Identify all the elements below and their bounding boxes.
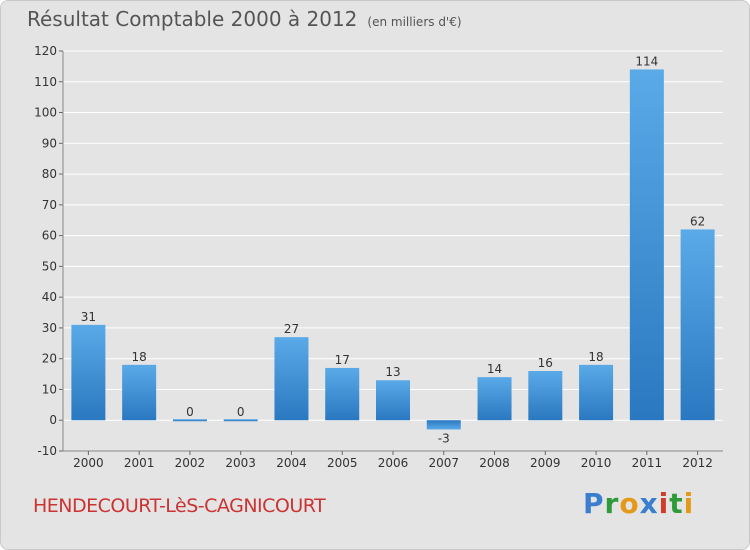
data-label-2008: 14 <box>487 362 502 376</box>
data-label-2005: 17 <box>335 353 350 367</box>
data-label-2000: 31 <box>81 310 96 324</box>
y-tick-label-20: 20 <box>42 352 57 366</box>
chart-title: Résultat Comptable 2000 à 2012 (en millie… <box>27 7 462 31</box>
x-tick-label-2002: 2002 <box>175 456 206 470</box>
y-tick-label-70: 70 <box>42 198 57 212</box>
x-tick-label-2000: 2000 <box>73 456 104 470</box>
data-label-2007: -3 <box>438 431 450 445</box>
x-tick-label-2008: 2008 <box>479 456 510 470</box>
data-label-2001: 18 <box>132 350 147 364</box>
x-tick-label-2009: 2009 <box>530 456 561 470</box>
data-label-2010: 18 <box>588 350 603 364</box>
bar-2003[interactable] <box>223 419 258 422</box>
data-labels-group: 31 18 0 0 27 17 13 -3 14 16 18 114 62 <box>81 54 706 445</box>
chart-title-text: Résultat Comptable 2000 à 2012 <box>27 7 358 31</box>
x-tick-label-2004: 2004 <box>276 456 307 470</box>
y-tick-label-110: 110 <box>34 75 57 89</box>
y-tick-label-100: 100 <box>34 106 57 120</box>
y-tick-label-40: 40 <box>42 290 57 304</box>
data-label-2012: 62 <box>690 214 705 228</box>
bar-2002[interactable] <box>172 419 207 422</box>
bar-2005[interactable] <box>325 367 360 421</box>
bar-2006[interactable] <box>376 380 410 421</box>
y-tick-label-120: 120 <box>34 44 57 58</box>
logo-letter-2: o <box>619 487 640 520</box>
bar-2009[interactable] <box>528 371 563 421</box>
y-tick-label-0: 0 <box>49 413 57 427</box>
proxiti-logo[interactable]: Proxiti <box>583 487 694 520</box>
y-tick-label--10: -10 <box>37 444 57 458</box>
x-tick-label-2012: 2012 <box>682 456 713 470</box>
y-axis: -10 0 10 20 30 40 50 60 70 80 90 100 110 120 <box>34 44 64 458</box>
data-label-2004: 27 <box>284 322 299 336</box>
y-tick-label-30: 30 <box>42 321 57 335</box>
x-axis: 2000 2001 2002 2003 2004 2005 2006 2007 2008 2009… <box>63 450 723 470</box>
x-tick-label-2001: 2001 <box>124 456 155 470</box>
bar-2008[interactable] <box>477 377 512 421</box>
data-label-2006: 13 <box>385 365 400 379</box>
x-tick-label-2010: 2010 <box>581 456 612 470</box>
x-tick-label-2003: 2003 <box>225 456 256 470</box>
logo-letter-3: x <box>639 487 659 520</box>
logo-letter-5: t <box>669 487 684 520</box>
bar-2000[interactable] <box>71 324 106 421</box>
data-label-2011: 114 <box>635 54 658 68</box>
bar-2007[interactable] <box>426 420 461 430</box>
x-tick-label-2007: 2007 <box>428 456 459 470</box>
data-label-2002: 0 <box>186 405 194 419</box>
bar-2001[interactable] <box>122 364 157 421</box>
data-label-2003: 0 <box>237 405 245 419</box>
y-tick-label-50: 50 <box>42 259 57 273</box>
y-tick-label-10: 10 <box>42 382 57 396</box>
logo-letter-0: P <box>583 487 605 520</box>
logo-letter-6: i <box>683 487 695 520</box>
y-tick-label-90: 90 <box>42 136 57 150</box>
x-tick-label-2011: 2011 <box>632 456 663 470</box>
logo-letter-4: i <box>658 487 670 520</box>
x-tick-label-2005: 2005 <box>327 456 358 470</box>
data-label-2009: 16 <box>538 356 553 370</box>
bar-2012[interactable] <box>680 229 715 421</box>
x-tick-label-2006: 2006 <box>378 456 409 470</box>
y-tick-label-60: 60 <box>42 229 57 243</box>
y-tick-label-80: 80 <box>42 167 57 181</box>
town-name: HENDECOURT-LèS-CAGNICOURT <box>33 495 326 517</box>
bars-group <box>71 69 715 430</box>
bar-2010[interactable] <box>579 364 614 421</box>
chart-unit-label: (en milliers d'€) <box>367 15 462 29</box>
bar-2004[interactable] <box>274 337 309 421</box>
bar-2011[interactable] <box>629 69 664 421</box>
logo-letter-1: r <box>604 487 620 520</box>
